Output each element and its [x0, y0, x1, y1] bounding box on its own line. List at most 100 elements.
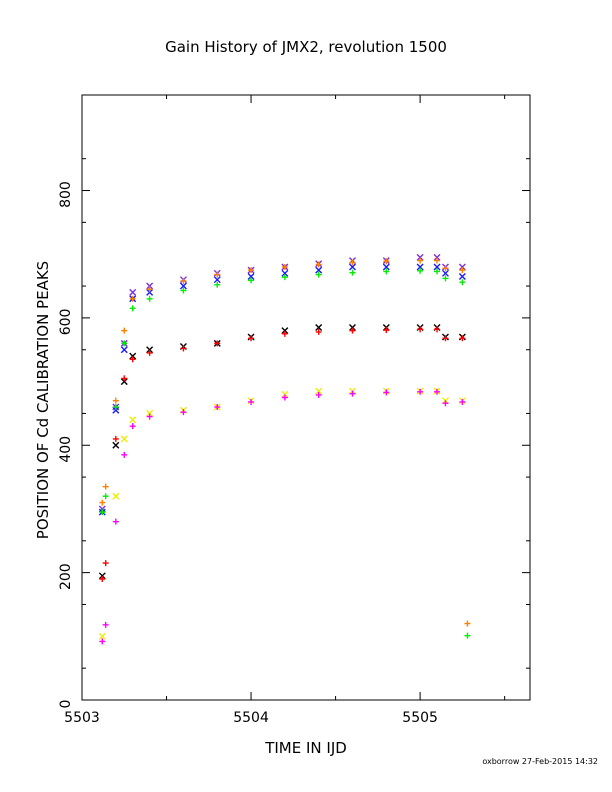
series-4 [98, 323, 466, 580]
data-point [248, 335, 255, 342]
data-point [315, 391, 322, 398]
data-point [102, 493, 109, 500]
series-7 [99, 388, 466, 645]
data-point [458, 263, 466, 271]
data-point [129, 356, 136, 363]
data-point [442, 265, 449, 272]
data-point [129, 423, 136, 430]
data-point [180, 345, 187, 352]
data-point [281, 263, 288, 270]
data-point [416, 263, 424, 271]
data-point [417, 326, 424, 333]
x-axis: 5503 5504 5505 [64, 95, 506, 726]
data-point [121, 340, 128, 347]
data-point [146, 282, 154, 290]
y-tick-label: 400 [58, 436, 74, 463]
data-point [464, 632, 471, 639]
data-point [349, 390, 356, 397]
data-point [99, 509, 106, 516]
data-point [434, 268, 441, 275]
data-point [180, 409, 187, 416]
timestamp-annotation: oxborrow 27-Feb-2015 14:32 [482, 757, 598, 766]
data-point [129, 305, 136, 312]
data-point [112, 492, 120, 500]
data-point [213, 276, 221, 284]
data-point [383, 258, 390, 265]
y-tick-label: 600 [58, 309, 74, 336]
data-point [248, 277, 255, 284]
data-point [459, 335, 466, 342]
data-point [120, 435, 128, 443]
data-point [179, 282, 187, 290]
data-point [146, 349, 153, 356]
data-point [120, 346, 128, 354]
data-point [146, 346, 154, 354]
data-point [315, 266, 323, 274]
data-point [180, 287, 187, 294]
data-point [214, 404, 221, 411]
data-point [459, 279, 466, 286]
data-point [348, 323, 356, 331]
data-point [459, 267, 466, 274]
data-point [434, 326, 441, 333]
data-point [247, 273, 255, 280]
data-point [383, 389, 390, 396]
data-point [102, 560, 109, 567]
data-point [281, 327, 289, 335]
data-point [248, 267, 255, 274]
data-point [464, 620, 471, 627]
data-point [129, 295, 136, 302]
data-point [121, 451, 128, 458]
series-0 [98, 253, 466, 513]
data-point [102, 621, 109, 628]
y-axis: 0 200 400 600 800 [58, 158, 530, 709]
data-point [315, 328, 322, 335]
data-point [442, 400, 449, 407]
data-point [146, 288, 154, 296]
data-point [416, 253, 424, 261]
data-point [458, 273, 466, 280]
data-point [348, 263, 356, 271]
data-point [417, 267, 424, 274]
data-point [281, 269, 289, 277]
data-point [349, 259, 356, 266]
x-tick-label: 5504 [233, 710, 269, 726]
data-point [112, 397, 119, 404]
data-point [99, 638, 106, 645]
data-point [129, 288, 137, 296]
data-point [349, 327, 356, 334]
data-point [214, 340, 221, 347]
data-point [99, 576, 106, 582]
data-point [214, 271, 221, 278]
data-point [315, 271, 322, 278]
data-point [383, 326, 390, 333]
data-point [315, 261, 322, 268]
y-tick-label: 0 [58, 700, 74, 709]
series-1 [98, 263, 466, 516]
data-point [442, 335, 449, 342]
data-point [349, 269, 356, 276]
data-point [121, 327, 128, 334]
data-point [417, 388, 424, 395]
data-point [112, 406, 120, 414]
data-point [129, 352, 137, 360]
data-point [434, 388, 441, 395]
data-point [315, 387, 323, 395]
y-tick-label: 200 [58, 563, 74, 590]
x-tick-label: 5503 [64, 710, 100, 726]
data-point [112, 518, 119, 525]
data-point [382, 263, 390, 271]
x-tick-label: 5505 [402, 710, 438, 726]
data-point [281, 394, 288, 401]
series-5 [99, 326, 466, 582]
data-point [434, 257, 441, 264]
data-point [102, 483, 109, 490]
data-point [129, 416, 137, 424]
series-6 [98, 387, 466, 640]
data-point [146, 413, 153, 420]
data-point [315, 323, 323, 331]
data-series [98, 253, 471, 645]
data-point [120, 378, 128, 386]
data-point [121, 375, 128, 382]
